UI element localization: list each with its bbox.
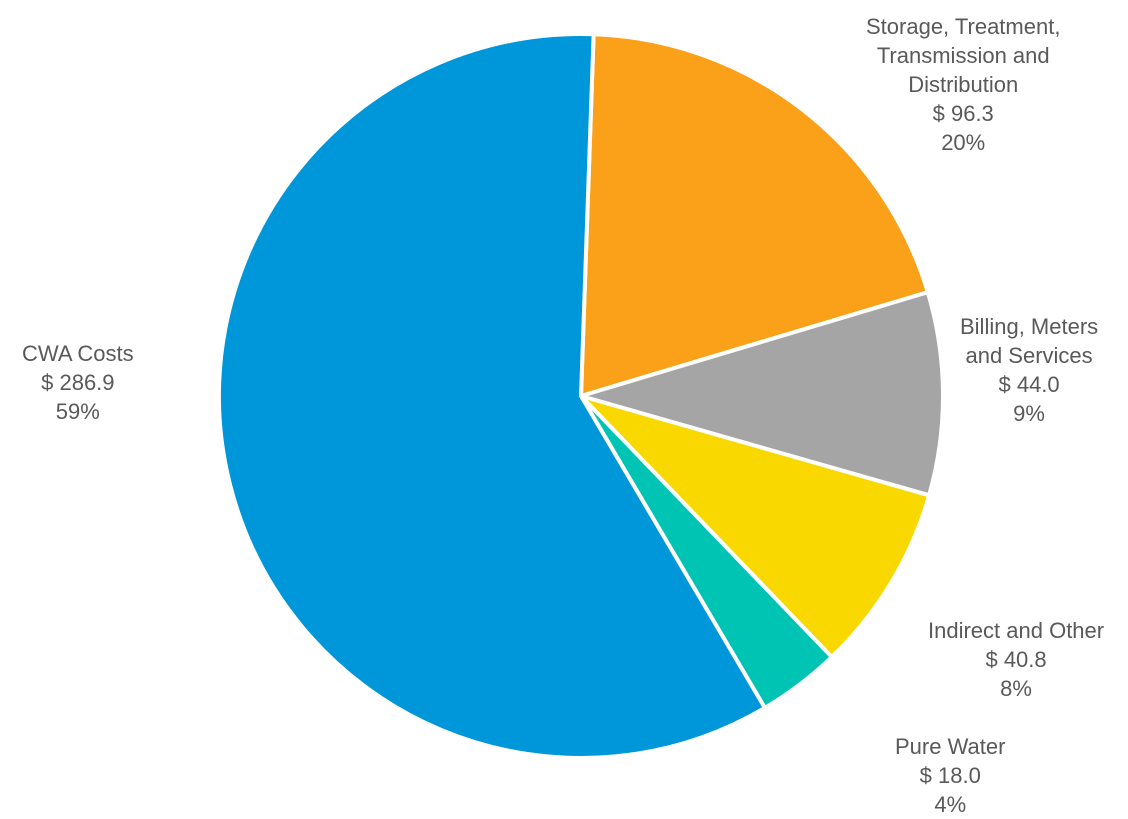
slice-percent: 4%	[934, 792, 967, 817]
slice-percent: 59%	[55, 399, 100, 424]
slice-value: $ 44.0	[998, 372, 1060, 397]
data-label-pure-water: Pure Water $ 18.0 4%	[895, 732, 1005, 819]
data-label-storage-treatment-transmission-and-distribution: Storage, Treatment, Transmission and Distr…	[866, 12, 1060, 157]
pie-slice-billing-meters-and-services	[579, 290, 945, 498]
slice-label-line: Pure Water	[895, 734, 1006, 759]
slice-percent: 8%	[1000, 676, 1032, 701]
slice-value: $ 96.3	[932, 101, 994, 126]
slice-value: $ 18.0	[919, 763, 981, 788]
slice-label-line: and Services	[965, 343, 1093, 368]
slice-label-line: Storage, Treatment,	[866, 14, 1061, 39]
slice-percent: 20%	[941, 130, 986, 155]
slice-label-line: Indirect and Other	[928, 618, 1105, 643]
slice-value: $ 286.9	[41, 370, 115, 395]
data-label-indirect-and-other: Indirect and Other $ 40.8 8%	[928, 616, 1104, 703]
pie-slice-cwa-costs	[217, 32, 767, 760]
slice-label-line: CWA Costs	[22, 341, 134, 366]
slice-label-line: Billing, Meters	[960, 314, 1099, 339]
data-label-billing-meters-and-services: Billing, Meters and Services $ 44.0 9%	[960, 312, 1098, 428]
data-label-cwa-costs: CWA Costs $ 286.9 59%	[22, 339, 134, 426]
pie-slice-storage-treatment-transmission-and-distribution	[579, 32, 930, 398]
pie-slice-indirect-and-other	[579, 394, 932, 660]
slice-label-line: Distribution	[908, 72, 1019, 97]
slice-label-line: Transmission and	[876, 43, 1050, 68]
slice-value: $ 40.8	[985, 647, 1047, 672]
slice-percent: 9%	[1013, 401, 1045, 426]
